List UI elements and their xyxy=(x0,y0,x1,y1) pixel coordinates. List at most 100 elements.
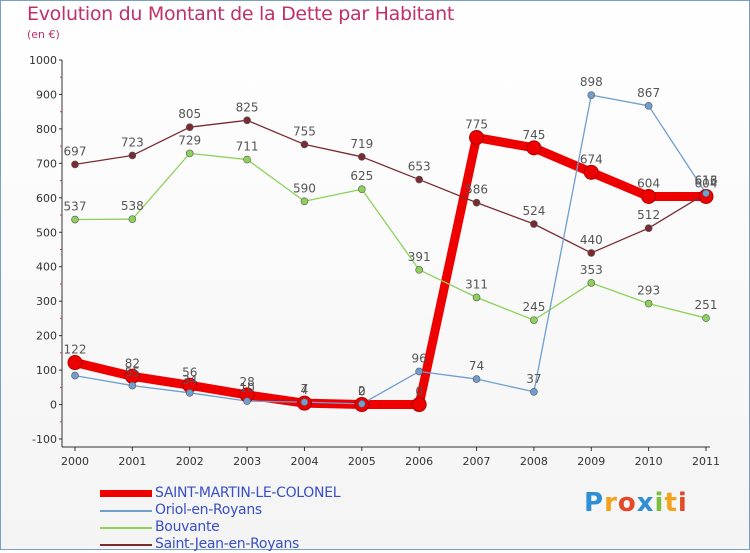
data-label: 311 xyxy=(465,277,488,291)
data-label: 745 xyxy=(522,128,545,142)
chart-subtitle: (en €) xyxy=(27,28,60,41)
data-point xyxy=(300,197,309,206)
data-point xyxy=(472,293,481,302)
data-point xyxy=(243,397,251,405)
data-label: 251 xyxy=(695,298,718,312)
data-label: 353 xyxy=(580,263,603,277)
data-label: 604 xyxy=(695,176,718,190)
data-label: 512 xyxy=(637,208,660,222)
data-label: 0 xyxy=(358,385,366,399)
data-point xyxy=(358,185,366,194)
legend-swatch xyxy=(100,527,152,529)
data-point xyxy=(530,220,538,228)
data-point xyxy=(128,381,137,390)
data-point xyxy=(469,130,485,146)
series-line xyxy=(74,119,707,254)
data-point xyxy=(358,153,366,161)
logo-letter: o xyxy=(617,488,637,518)
legend-swatch xyxy=(100,510,152,512)
x-tick-label: 2006 xyxy=(405,455,433,468)
x-tick-label: 2004 xyxy=(290,455,318,468)
data-label: 293 xyxy=(637,284,660,298)
data-point xyxy=(358,400,366,408)
data-point xyxy=(411,397,427,413)
data-label: 0 xyxy=(415,385,423,399)
x-tick-label: 2002 xyxy=(176,455,204,468)
data-label: 56 xyxy=(182,365,197,379)
y-tick-label: 1000 xyxy=(29,54,57,67)
legend-label: SAINT-MARTIN-LE-COLONEL xyxy=(155,485,341,501)
data-label: 440 xyxy=(580,233,603,247)
data-label: 697 xyxy=(64,144,87,158)
logo-letter: P xyxy=(584,488,605,518)
data-label: 898 xyxy=(580,75,603,89)
y-tick-label: 800 xyxy=(36,123,57,136)
x-tick-label: 2001 xyxy=(118,455,146,468)
data-point xyxy=(300,398,309,406)
data-label: 805 xyxy=(178,107,201,121)
data-point xyxy=(71,160,79,169)
data-point xyxy=(415,175,423,184)
x-tick-label: 2003 xyxy=(233,455,261,468)
data-point xyxy=(415,266,423,274)
data-point xyxy=(702,189,710,198)
proxiti-logo: Proxiti xyxy=(584,488,688,518)
chart-title: Evolution du Montant de la Dette par Hab… xyxy=(27,3,455,25)
data-point xyxy=(644,224,653,232)
data-label: 613 xyxy=(695,173,718,187)
x-tick-label: 2005 xyxy=(348,455,376,468)
data-label: 7 xyxy=(301,382,309,396)
data-point xyxy=(415,367,423,376)
y-tick-label: 200 xyxy=(36,330,57,343)
x-tick-label: 2000 xyxy=(61,455,89,468)
legend-label: Saint-Jean-en-Royans xyxy=(155,536,300,552)
data-label: 625 xyxy=(350,169,373,183)
data-point xyxy=(641,188,657,204)
data-label: 34 xyxy=(182,373,197,387)
data-label: 4 xyxy=(301,383,309,397)
data-label: 604 xyxy=(637,176,660,190)
y-tick-label: 500 xyxy=(36,226,57,239)
series-line xyxy=(74,94,707,405)
data-label: 825 xyxy=(236,100,259,114)
y-tick-label: 100 xyxy=(36,364,57,377)
data-point xyxy=(71,371,79,380)
data-label: 37 xyxy=(526,372,541,386)
data-label: 711 xyxy=(236,140,259,154)
legend-swatch xyxy=(100,490,152,497)
x-tick-label: 2010 xyxy=(635,455,663,468)
y-tick-label: -100 xyxy=(32,433,57,446)
data-point xyxy=(243,155,251,164)
data-label: 10 xyxy=(239,381,254,395)
data-point xyxy=(300,140,309,149)
data-point xyxy=(472,375,481,383)
legend-label: Oriol-en-Royans xyxy=(155,502,262,518)
data-label: 391 xyxy=(408,250,431,264)
data-point xyxy=(243,116,251,125)
data-label: 867 xyxy=(637,86,660,100)
logo-letter: i xyxy=(654,488,665,518)
y-tick-label: 900 xyxy=(36,88,57,101)
data-point xyxy=(128,151,137,160)
data-label: 82 xyxy=(125,356,140,370)
data-point xyxy=(185,149,194,158)
data-point xyxy=(67,355,83,371)
data-label: 586 xyxy=(465,183,488,197)
data-label: 245 xyxy=(522,300,545,314)
data-label: 96 xyxy=(412,351,427,365)
data-point xyxy=(530,316,538,324)
data-label: 719 xyxy=(350,137,373,151)
x-tick-label: 2008 xyxy=(520,455,548,468)
logo-letter: x xyxy=(636,488,655,518)
x-tick-label: 2009 xyxy=(577,455,605,468)
data-label: 538 xyxy=(121,199,144,213)
series-line xyxy=(74,152,707,321)
series-line xyxy=(70,133,711,410)
data-label: 723 xyxy=(121,135,144,149)
data-point xyxy=(185,389,194,397)
data-point xyxy=(526,140,542,156)
data-point xyxy=(530,387,538,396)
data-point xyxy=(71,215,79,224)
data-point xyxy=(128,215,137,223)
